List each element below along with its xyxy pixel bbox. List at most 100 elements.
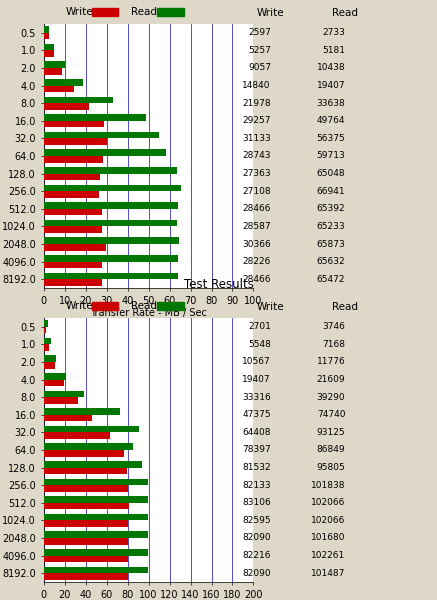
Bar (44, 503, 129, 509)
Bar (44, 50, 55, 57)
Text: 29257: 29257 (243, 116, 271, 125)
Bar (44, 362, 55, 368)
Text: 82090: 82090 (242, 569, 271, 578)
Text: 27108: 27108 (242, 187, 271, 196)
Text: 65233: 65233 (316, 222, 345, 231)
Bar (44, 139, 108, 145)
Text: 5548: 5548 (248, 340, 271, 349)
Bar (44, 514, 148, 520)
Text: Read: Read (131, 301, 157, 311)
Bar (44, 167, 177, 173)
Bar (44, 496, 148, 503)
Text: 10438: 10438 (316, 64, 345, 73)
Text: Write: Write (66, 7, 93, 17)
Text: 66941: 66941 (316, 187, 345, 196)
Text: 93125: 93125 (316, 428, 345, 437)
Bar (44, 320, 48, 327)
Text: 78397: 78397 (242, 445, 271, 455)
Bar (44, 391, 84, 397)
Bar (44, 485, 128, 492)
Text: 30366: 30366 (242, 239, 271, 248)
Text: 10567: 10567 (242, 358, 271, 367)
Text: 65632: 65632 (316, 257, 345, 266)
Text: 21978: 21978 (242, 98, 271, 108)
Bar (44, 532, 148, 538)
Text: 5257: 5257 (248, 46, 271, 55)
Text: 27363: 27363 (242, 169, 271, 178)
Bar (44, 132, 159, 139)
Text: 2701: 2701 (248, 322, 271, 331)
Bar (44, 114, 146, 121)
Bar (44, 26, 49, 33)
Text: 82133: 82133 (242, 481, 271, 490)
Text: 28466: 28466 (243, 204, 271, 213)
Bar (44, 238, 179, 244)
Bar (44, 355, 56, 362)
Text: 28226: 28226 (243, 257, 271, 266)
Text: 59713: 59713 (316, 151, 345, 160)
Text: 65873: 65873 (316, 239, 345, 248)
Bar (44, 327, 46, 334)
Bar (44, 397, 78, 404)
Bar (44, 185, 181, 191)
Bar (44, 467, 127, 474)
Text: 82595: 82595 (242, 516, 271, 525)
Text: 95805: 95805 (316, 463, 345, 472)
Bar (44, 479, 148, 485)
Bar (44, 61, 65, 68)
Text: 19407: 19407 (242, 375, 271, 384)
Bar (44, 556, 128, 562)
Text: 7168: 7168 (322, 340, 345, 349)
Text: 64408: 64408 (243, 428, 271, 437)
Text: 14840: 14840 (243, 81, 271, 90)
Bar (44, 156, 103, 163)
Text: 21609: 21609 (316, 375, 345, 384)
Text: 2733: 2733 (323, 28, 345, 37)
Bar (44, 538, 128, 545)
Text: 56375: 56375 (316, 134, 345, 143)
Bar (44, 173, 100, 180)
Bar (44, 79, 83, 86)
Bar (44, 373, 66, 380)
Bar (44, 272, 178, 279)
Bar (44, 149, 166, 156)
Bar (44, 226, 102, 233)
Bar (44, 97, 113, 103)
Bar (44, 443, 133, 450)
Bar (44, 279, 102, 286)
Text: 82216: 82216 (243, 551, 271, 560)
Text: 31133: 31133 (242, 134, 271, 143)
Bar (44, 209, 102, 215)
Text: 49764: 49764 (317, 116, 345, 125)
Bar (44, 191, 99, 198)
Bar (44, 520, 128, 527)
Bar (44, 86, 74, 92)
Bar (44, 33, 49, 40)
Text: Read: Read (332, 302, 358, 312)
Bar (44, 255, 178, 262)
Bar (44, 380, 63, 386)
Bar (44, 408, 120, 415)
Text: 83106: 83106 (242, 498, 271, 507)
Text: 5181: 5181 (322, 46, 345, 55)
X-axis label: Transfer Rate - MB / Sec: Transfer Rate - MB / Sec (90, 308, 207, 319)
Text: 47375: 47375 (242, 410, 271, 419)
Text: 28466: 28466 (243, 275, 271, 284)
Text: 82090: 82090 (242, 533, 271, 542)
Text: 74740: 74740 (317, 410, 345, 419)
Text: Read: Read (131, 7, 157, 17)
Bar (44, 244, 106, 251)
Text: 81532: 81532 (242, 463, 271, 472)
Bar (44, 103, 89, 110)
Bar (44, 202, 178, 209)
Bar (44, 44, 54, 50)
Text: Write: Write (66, 301, 93, 311)
Text: 102066: 102066 (311, 516, 345, 525)
Text: 11776: 11776 (316, 358, 345, 367)
Bar (44, 566, 148, 573)
Bar (44, 338, 51, 344)
Text: 33638: 33638 (316, 98, 345, 108)
Bar (44, 433, 110, 439)
Text: Read: Read (332, 8, 358, 18)
Bar (44, 450, 124, 457)
